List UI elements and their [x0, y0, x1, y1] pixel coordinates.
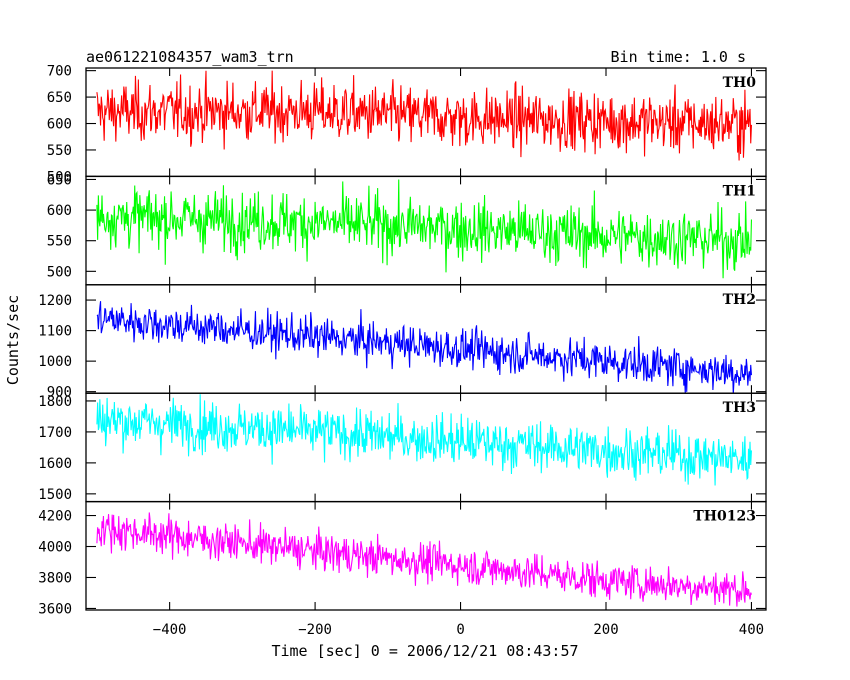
y-tick-label: 1200	[38, 293, 72, 309]
y-tick-label: 900	[47, 385, 72, 401]
y-tick-label: 600	[47, 203, 72, 219]
panel-label: TH3	[723, 400, 756, 416]
panel-frame	[85, 500, 767, 611]
y-tick-label: 4000	[38, 540, 72, 556]
panel-frame	[85, 67, 767, 178]
panel-label: TH0123	[693, 509, 756, 525]
panel-th2: 900 1000 1100 1200 TH2	[38, 284, 767, 401]
panels-group: 500 550 600 650 700 TH0 500 550 600 650 TH1 900 1000…	[38, 64, 767, 617]
series-line-th0	[96, 70, 752, 161]
series-line-th2	[96, 301, 752, 394]
panel-th0123: 3600 3800 4000 4200 TH0123	[38, 500, 767, 617]
panel-th1: 500 550 600 650 TH1	[47, 172, 767, 286]
y-tick-label: 650	[47, 90, 72, 106]
bin-time-label: Bin time: 1.0 s	[611, 48, 746, 66]
y-tick-label: 1600	[38, 456, 72, 472]
y-tick-label: 1500	[38, 487, 72, 503]
panel-label: TH2	[723, 292, 756, 308]
series-line-th1	[96, 179, 752, 279]
y-tick-label: 500	[47, 264, 72, 280]
y-tick-label: 600	[47, 117, 72, 133]
series-line-th0123	[96, 512, 752, 607]
y-tick-label: 1000	[38, 354, 72, 370]
y-tick-label: 550	[47, 234, 72, 250]
y-tick-label: 1100	[38, 324, 72, 340]
x-axis-label: Time [sec] 0 = 2006/12/21 08:43:57	[271, 642, 578, 660]
y-tick-label: 3800	[38, 570, 72, 586]
panel-label: TH1	[723, 183, 756, 199]
x-tick-label: −200	[298, 622, 332, 638]
x-tick-label: 0	[456, 622, 464, 638]
y-tick-label: 3600	[38, 601, 72, 617]
y-tick-label: 4200	[38, 509, 72, 525]
y-tick-label: 1700	[38, 425, 72, 441]
y-tick-label: 500	[47, 169, 72, 185]
chart-title: ae061221084357_wam3_trn	[86, 48, 294, 66]
panel-th3: 1500 1600 1700 1800 TH3	[38, 392, 767, 503]
panel-th0: 500 550 600 650 700 TH0	[47, 64, 767, 185]
y-axis-label: Counts/sec	[4, 295, 22, 385]
x-tick-label: 200	[593, 622, 618, 638]
x-tick-label: −400	[153, 622, 187, 638]
panel-label: TH0	[723, 75, 757, 91]
y-tick-label: 700	[47, 64, 72, 80]
y-tick-label: 550	[47, 143, 72, 159]
x-axis: −400 −200 0 200 400	[153, 622, 764, 638]
y-tick-label: 650	[47, 172, 72, 188]
y-tick-label: 1800	[38, 394, 72, 410]
series-line-th3	[96, 394, 752, 486]
x-tick-label: 400	[739, 622, 764, 638]
